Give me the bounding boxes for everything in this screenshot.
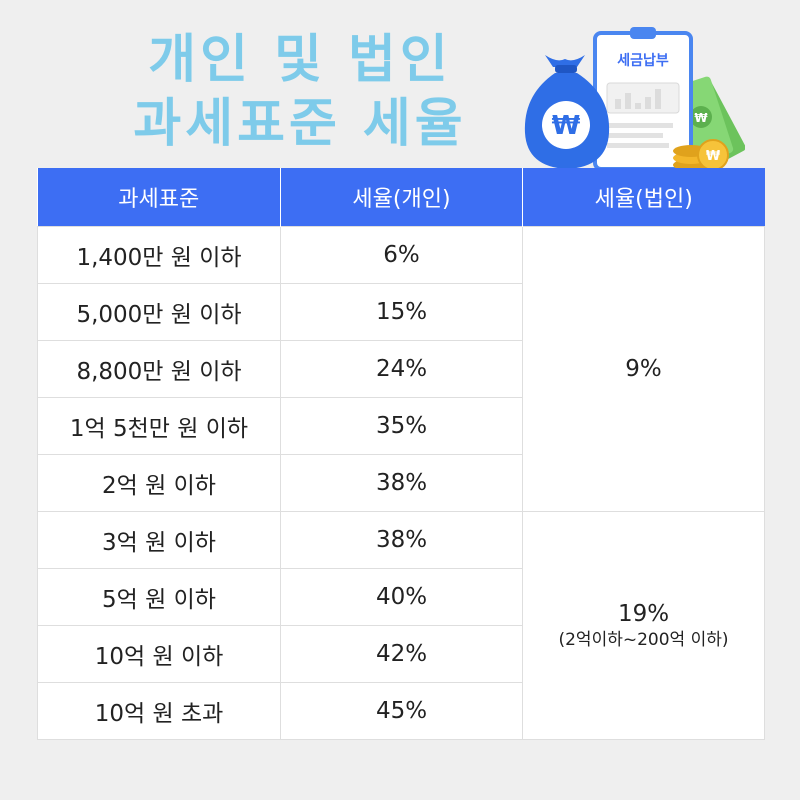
table-row: 2억 원 이하 38% (37, 453, 765, 512)
corporate-rate-note: (2억이하~200억 이하) (558, 630, 729, 650)
title-line-2: 과세표준 세율 (133, 94, 467, 154)
table-row: 1,400만 원 이하 6% 9% (37, 225, 765, 512)
bracket-cell: 5,000만 원 이하 (37, 282, 281, 341)
personal-rate-cell: 6% (280, 225, 523, 284)
header-bracket: 과세표준 (37, 168, 281, 226)
bracket-cell: 3억 원 이하 (37, 510, 281, 569)
bracket-cell: 5억 원 이하 (37, 567, 281, 626)
header-personal-rate: 세율(개인) (280, 168, 523, 226)
personal-rate-cell: 42% (280, 624, 523, 683)
table-row: 3억 원 이하 38% 19% (2억이하~200억 이하) (37, 510, 765, 740)
clipboard-icon: 세금납부 (593, 27, 693, 171)
personal-rate-cell: 15% (280, 282, 523, 341)
corporate-rate-cell: 9% (522, 225, 765, 512)
personal-rate-cell: 38% (280, 510, 523, 569)
bracket-cell: 10억 원 초과 (37, 681, 281, 740)
svg-text:₩: ₩ (694, 111, 708, 125)
tax-rate-table: 과세표준 세율(개인) 세율(법인) 1,400만 원 이하 6% 9% 5,0… (37, 168, 765, 740)
svg-text:₩: ₩ (552, 111, 581, 141)
svg-text:세금납부: 세금납부 (617, 52, 669, 69)
personal-rate-cell: 24% (280, 339, 523, 398)
bracket-cell: 1억 5천만 원 이하 (37, 396, 281, 455)
table-row: 8,800만 원 이하 24% (37, 339, 765, 398)
bracket-cell: 1,400만 원 이하 (37, 225, 281, 284)
page-title: 개인 및 법인 과세표준 세율 (60, 28, 540, 156)
header-corporate-rate: 세율(법인) (522, 168, 765, 226)
personal-rate-cell: 35% (280, 396, 523, 455)
money-bag-icon: ₩ (524, 55, 610, 169)
personal-rate-cell: 38% (280, 453, 523, 512)
coin-stack-icon: ₩ (673, 139, 729, 171)
tax-payment-illustration: ₩ 세금납부 ₩ ₩ (524, 27, 745, 171)
corporate-rate-value: 19% (617, 601, 670, 627)
table-row: 10억 원 초과 45% (37, 681, 765, 740)
personal-rate-cell: 40% (280, 567, 523, 626)
corporate-rate-cell: 19% (2억이하~200억 이하) (522, 510, 765, 740)
table-row: 1억 5천만 원 이하 35% (37, 396, 765, 455)
table-row: 5억 원 이하 40% (37, 567, 765, 626)
svg-text:₩: ₩ (706, 149, 721, 164)
title-line-1: 개인 및 법인 (148, 30, 452, 90)
bracket-cell: 8,800만 원 이하 (37, 339, 281, 398)
corporate-rate-value: 9% (625, 355, 662, 382)
table-header: 과세표준 세율(개인) 세율(법인) (37, 168, 765, 226)
personal-rate-cell: 45% (280, 681, 523, 740)
table-row: 10억 원 이하 42% (37, 624, 765, 683)
bracket-cell: 10억 원 이하 (37, 624, 281, 683)
bracket-cell: 2억 원 이하 (37, 453, 281, 512)
